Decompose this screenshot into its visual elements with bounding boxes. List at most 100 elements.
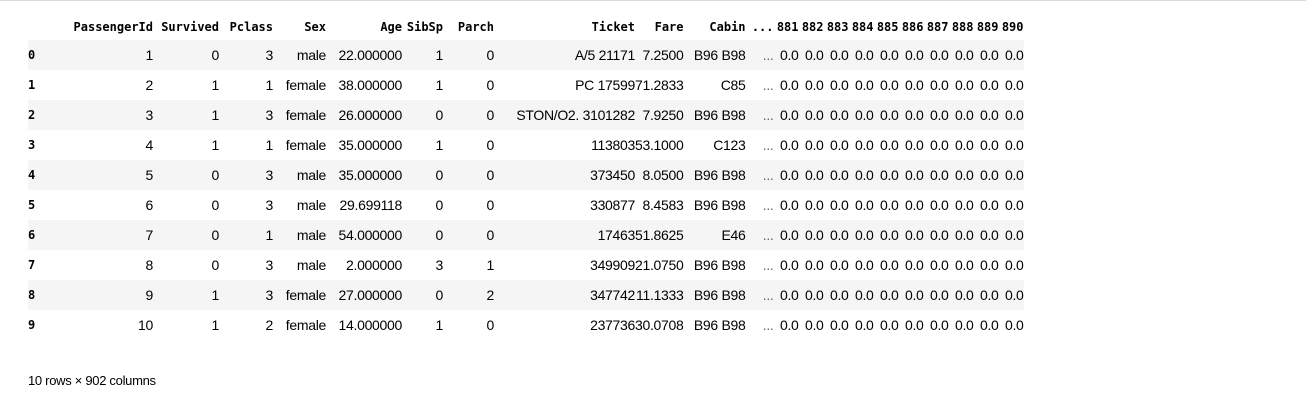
table-cell: 71.2833 — [635, 77, 684, 93]
shape-summary: 10 rows × 902 columns — [28, 373, 156, 388]
table-cell: 0.0 — [929, 167, 949, 183]
table-cell: male — [296, 47, 326, 63]
table-cell: 0 — [486, 47, 495, 63]
row-index: 5 — [28, 198, 36, 212]
table-cell: 1 — [145, 47, 154, 63]
ellipsis-cell: ... — [762, 107, 774, 123]
table-cell: 7.9250 — [642, 107, 684, 123]
table-cell: 1 — [486, 257, 495, 273]
table-cell: male — [296, 227, 326, 243]
table-cell: 0.0 — [1004, 77, 1024, 93]
table-cell: 0.0 — [979, 107, 999, 123]
table-cell: 0.0 — [954, 197, 974, 213]
table-cell: 1 — [265, 227, 274, 243]
table-cell: female — [285, 77, 326, 93]
table-cell: 0.0 — [854, 107, 874, 123]
table-cell: 0.0 — [904, 287, 924, 303]
table-cell: 0.0 — [879, 227, 899, 243]
table-cell: 0 — [486, 167, 495, 183]
table-cell: 14.000000 — [338, 317, 402, 333]
table-cell: female — [285, 107, 326, 123]
table-cell: 1 — [435, 317, 444, 333]
table-cell: male — [296, 167, 326, 183]
table-cell: 0.0 — [779, 107, 799, 123]
table-cell: 0 — [211, 167, 220, 183]
table-cell: 0.0 — [879, 137, 899, 153]
column-header: Survived — [161, 20, 219, 34]
table-cell: 0.0 — [804, 227, 824, 243]
table-cell: 8.4583 — [642, 197, 684, 213]
table-cell: 0.0 — [929, 257, 949, 273]
table-cell: 0.0 — [929, 47, 949, 63]
table-cell: 0.0 — [929, 77, 949, 93]
table-cell: 0.0 — [829, 107, 849, 123]
table-cell: 0 — [211, 257, 220, 273]
row-index: 7 — [28, 258, 36, 272]
table-cell: 0 — [435, 167, 444, 183]
table-cell: 3 — [265, 287, 274, 303]
table-cell: 0.0 — [779, 287, 799, 303]
table-cell: C123 — [713, 137, 746, 153]
table-cell: 0.0 — [804, 107, 824, 123]
table-row: 5 6 0 3 male 29.699118 0 0 330877 8.4583 B96 B98..… — [28, 190, 1024, 220]
header-row: PassengerId Survived Pclass Sex Age SibSp Parc… — [28, 14, 1024, 40]
table-cell: 0.0 — [804, 47, 824, 63]
column-header: Age — [380, 20, 402, 34]
table-cell: 0.0 — [954, 47, 974, 63]
table-cell: A/5 21171 — [574, 47, 635, 63]
table-cell: B96 B98 — [693, 197, 746, 213]
table-cell: 0.0 — [979, 197, 999, 213]
table-cell: 0.0 — [879, 77, 899, 93]
column-header: Pclass — [229, 20, 273, 34]
table-cell: 51.8625 — [635, 227, 684, 243]
table-cell: female — [285, 317, 326, 333]
table-cell: 1 — [211, 317, 220, 333]
table-cell: 0.0 — [854, 257, 874, 273]
table-cell: 6 — [145, 197, 154, 213]
table-cell: 5 — [145, 167, 154, 183]
table-cell: 349909 — [590, 257, 635, 273]
table-row: 8 9 1 3 female 27.000000 0 2 347742 11.1333 B96 B9… — [28, 280, 1024, 310]
index-header — [28, 14, 52, 40]
ellipsis-cell: ... — [762, 227, 774, 243]
table-row: 6 7 0 1 male 54.000000 0 0 17463 51.8625 E46... 0.0… — [28, 220, 1024, 250]
table-cell: B96 B98 — [693, 167, 746, 183]
table-cell: 22.000000 — [338, 47, 402, 63]
table-row: 0 1 0 3 male 22.000000 1 0 A/5 21171 7.2500 B96 B9… — [28, 40, 1024, 70]
table-cell: 0.0 — [854, 77, 874, 93]
column-header: Fare — [654, 20, 684, 34]
table-cell: 7 — [145, 227, 154, 243]
table-cell: 0 — [435, 227, 444, 243]
table-cell: 0 — [211, 197, 220, 213]
table-cell: 30.0708 — [635, 317, 684, 333]
table-cell: 0.0 — [904, 317, 924, 333]
table-cell: 35.000000 — [338, 167, 402, 183]
table-cell: 0.0 — [854, 317, 874, 333]
table-cell: 373450 — [590, 167, 635, 183]
table-cell: 3 — [435, 257, 444, 273]
table-cell: 1 — [265, 137, 274, 153]
table-cell: 0.0 — [929, 197, 949, 213]
table-cell: 0.0 — [979, 257, 999, 273]
table-cell: 0 — [486, 227, 495, 243]
column-header: ... — [751, 20, 774, 34]
table-cell: 0.0 — [879, 107, 899, 123]
table-cell: 0.0 — [829, 317, 849, 333]
table-cell: 1 — [211, 137, 220, 153]
ellipsis-cell: ... — [762, 167, 774, 183]
table-cell: 3 — [265, 197, 274, 213]
table-cell: 0.0 — [779, 227, 799, 243]
table-cell: 0.0 — [904, 227, 924, 243]
table-cell: 0.0 — [804, 317, 824, 333]
row-index: 6 — [28, 228, 36, 242]
table-cell: 0 — [435, 197, 444, 213]
table-cell: 0.0 — [779, 47, 799, 63]
table-cell: 2 — [265, 317, 274, 333]
table-cell: 54.000000 — [338, 227, 402, 243]
table-cell: 0.0 — [929, 317, 949, 333]
table-row: 9 10 1 2 female 14.000000 1 0 237736 30.0708 B96 B… — [28, 310, 1024, 340]
table-cell: 0.0 — [904, 197, 924, 213]
table-cell: 0.0 — [979, 167, 999, 183]
table-cell: 0.0 — [979, 137, 999, 153]
table-cell: B96 B98 — [693, 257, 746, 273]
